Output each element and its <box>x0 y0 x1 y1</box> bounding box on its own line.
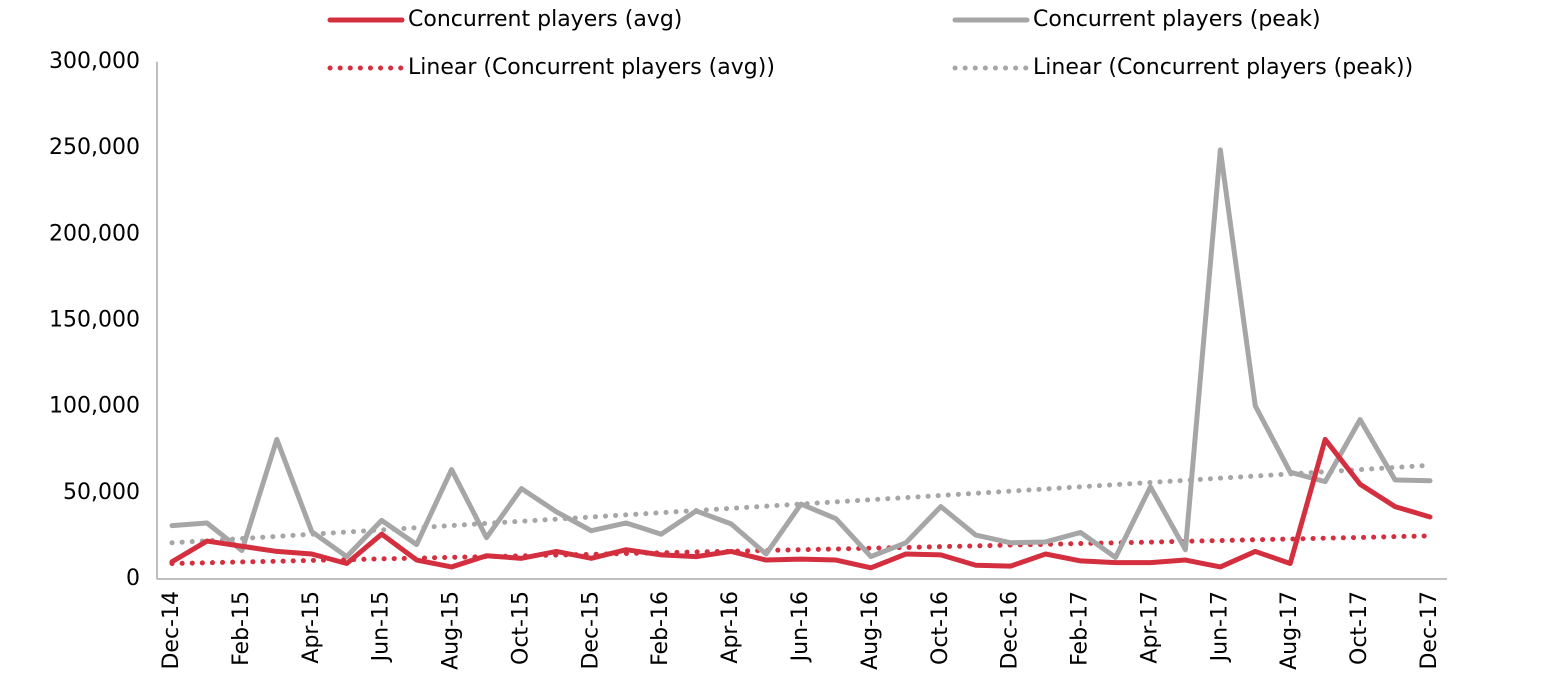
x-tick-label: Feb-17 <box>1068 591 1093 666</box>
x-tick-label: Dec-15 <box>578 591 603 670</box>
x-tick-label: Jun-15 <box>369 591 394 663</box>
y-tick-label: 0 <box>126 566 140 591</box>
y-tick-label: 50,000 <box>63 480 140 505</box>
x-tick-label: Feb-16 <box>648 591 673 666</box>
x-tick-label: Apr-17 <box>1137 591 1162 664</box>
x-tick-label: Feb-15 <box>229 591 254 666</box>
trend-line <box>169 533 1433 566</box>
x-tick-label: Oct-15 <box>508 591 533 665</box>
legend-label: Concurrent players (avg) <box>408 7 682 32</box>
x-tick-label: Oct-17 <box>1347 591 1372 665</box>
x-tick-label: Apr-15 <box>299 591 324 664</box>
x-tick-label: Dec-17 <box>1417 591 1442 670</box>
y-tick-label: 150,000 <box>49 308 140 333</box>
y-tick-label: 300,000 <box>49 49 140 74</box>
series-line <box>169 436 1433 571</box>
legend-label: Linear (Concurrent players (peak)) <box>1033 55 1413 80</box>
y-tick-label: 100,000 <box>49 394 140 419</box>
x-tick-label: Jun-17 <box>1207 591 1232 663</box>
legend-label: Linear (Concurrent players (avg)) <box>408 55 775 80</box>
x-tick-label: Aug-17 <box>1277 591 1302 670</box>
series-line <box>169 147 1433 560</box>
x-tick-label: Aug-15 <box>439 591 464 670</box>
x-tick-label: Dec-14 <box>159 591 184 670</box>
legend-label: Concurrent players (peak) <box>1033 7 1321 32</box>
trend-line <box>169 462 1433 546</box>
x-tick-label: Apr-16 <box>718 591 743 664</box>
x-tick-label: Dec-16 <box>998 591 1023 670</box>
y-tick-label: 250,000 <box>49 135 140 160</box>
x-tick-label: Aug-16 <box>858 591 883 670</box>
x-tick-label: Oct-16 <box>928 591 953 665</box>
y-tick-label: 200,000 <box>49 221 140 246</box>
x-tick-label: Jun-16 <box>788 591 813 663</box>
